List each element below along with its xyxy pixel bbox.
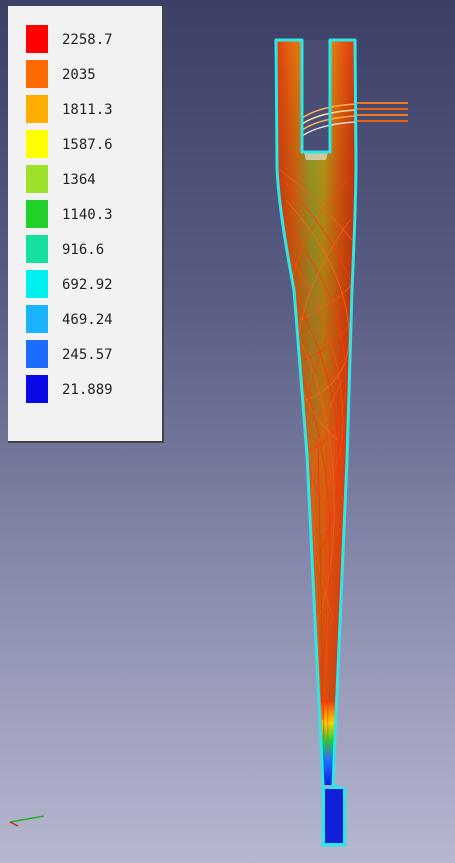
wall-outline — [274, 38, 358, 847]
legend-swatch — [26, 235, 48, 263]
legend-value: 1811.3 — [62, 102, 113, 118]
underflow-outlet — [323, 787, 345, 845]
color-legend: 2258.7 2035 1811.3 1587.6 1364 1140.3 91… — [8, 6, 164, 443]
axis-triad — [9, 815, 45, 827]
legend-entry: 916.6 — [26, 235, 156, 263]
legend-entry: 469.24 — [26, 305, 156, 333]
legend-swatch — [26, 60, 48, 88]
legend-entry: 1140.3 — [26, 200, 156, 228]
legend-entry: 1811.3 — [26, 95, 156, 123]
legend-value: 2035 — [62, 67, 96, 83]
legend-entry: 692.92 — [26, 270, 156, 298]
legend-entry: 1587.6 — [26, 130, 156, 158]
legend-swatch — [26, 305, 48, 333]
legend-value: 21.889 — [62, 382, 113, 398]
legend-entry: 1364 — [26, 165, 156, 193]
legend-swatch — [26, 270, 48, 298]
vortex-finder — [303, 40, 329, 160]
legend-value: 245.57 — [62, 347, 113, 363]
legend-value: 916.6 — [62, 242, 105, 258]
legend-value: 1587.6 — [62, 137, 113, 153]
legend-value: 469.24 — [62, 312, 113, 328]
legend-value: 2258.7 — [62, 32, 113, 48]
legend-entry: 2035 — [26, 60, 156, 88]
legend-swatch — [26, 200, 48, 228]
legend-value: 1140.3 — [62, 207, 113, 223]
inlet-pipe — [301, 102, 408, 137]
legend-entry: 21.889 — [26, 375, 156, 403]
legend-value: 692.92 — [62, 277, 113, 293]
legend-swatch — [26, 340, 48, 368]
legend-swatch — [26, 25, 48, 53]
legend-entry: 245.57 — [26, 340, 156, 368]
legend-entry: 2258.7 — [26, 25, 156, 53]
streamlines — [279, 169, 356, 761]
legend-swatch — [26, 95, 48, 123]
legend-swatch — [26, 130, 48, 158]
legend-value: 1364 — [62, 172, 96, 188]
legend-swatch — [26, 165, 48, 193]
legend-swatch — [26, 375, 48, 403]
